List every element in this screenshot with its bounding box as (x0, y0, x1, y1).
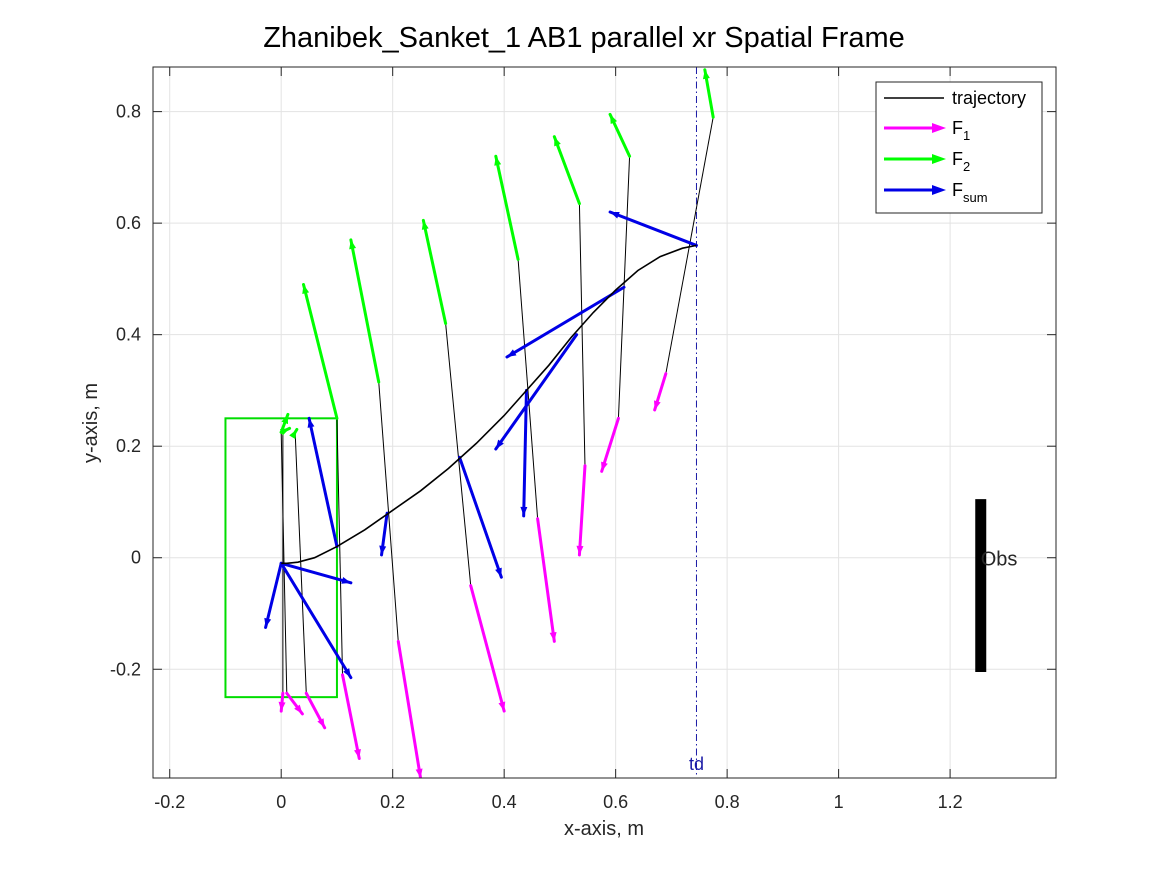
connector-line (445, 323, 472, 586)
x-tick-label: 0.8 (715, 792, 740, 812)
fsum-arrow-head (264, 617, 272, 628)
f1-arrow (577, 464, 587, 557)
y-axis-label: y-axis, m (80, 383, 102, 463)
fsum-arrow-head (341, 577, 351, 584)
y-tick-label: 0.6 (116, 213, 141, 233)
f2-arrow (552, 135, 581, 206)
x-tick-label: 1 (834, 792, 844, 812)
legend-label-subscript: 2 (963, 159, 970, 174)
legend-label: F2 (952, 149, 970, 174)
legend-label: F1 (952, 118, 970, 143)
connector-line (665, 117, 714, 374)
f2-arrow (302, 282, 339, 420)
x-tick-label: 0.4 (492, 792, 517, 812)
legend-swatch-arrowhead (932, 185, 946, 195)
fsum-arrow (494, 333, 579, 451)
y-tick-label: 0 (131, 548, 141, 568)
legend-label-main: F (952, 180, 963, 200)
connector-line (378, 382, 399, 642)
f1-arrow-head (415, 768, 423, 778)
f2-arrow-head (289, 429, 297, 439)
fsum-arrow (307, 416, 339, 549)
legend-label: trajectory (952, 88, 1026, 108)
f2-arrow-head (421, 220, 429, 230)
connector-line (578, 203, 586, 466)
f2-arrow-head (302, 284, 310, 295)
f2-arrow-head (494, 156, 502, 166)
fsum-arrow-head (520, 506, 528, 516)
f1-arrow (341, 673, 361, 760)
f1-arrow-head (278, 701, 286, 712)
fsum-arrow-head (495, 439, 504, 449)
f1-arrow (536, 517, 556, 643)
td-label: td (689, 754, 704, 774)
fsum-arrow-head (343, 668, 351, 678)
fsum-arrow (264, 561, 283, 629)
f2-arrow-head (554, 136, 561, 147)
y-tick-label: 0.8 (116, 102, 141, 122)
fsum-arrow (522, 388, 528, 518)
f2-arrow (421, 218, 448, 326)
trajectory-line (281, 244, 697, 565)
x-axis-label: x-axis, m (564, 818, 644, 840)
x-tick-label: 0.2 (380, 792, 405, 812)
legend-swatch-arrowhead (932, 154, 946, 164)
f1-arrow-head (653, 400, 661, 410)
f1-arrow-head (576, 545, 584, 555)
f2-arrow-head (349, 239, 357, 250)
f2-arrow-head (610, 114, 618, 125)
fsum-arrow (505, 285, 626, 359)
axes-box (152, 66, 1057, 779)
y-tick-label: -0.2 (110, 659, 141, 679)
chart-title: Zhanibek_Sanket_1 AB1 parallel xr Spatia… (263, 22, 905, 54)
fsum-arrow (608, 210, 698, 247)
legend-label: Fsum (952, 180, 988, 205)
legend-label-main: trajectory (952, 88, 1026, 108)
legend-label-main: F (952, 118, 963, 138)
fsum-arrow-head (379, 545, 387, 555)
fsum-arrow-head (307, 418, 315, 428)
connector-line (336, 418, 344, 675)
f1-arrow-head (498, 701, 506, 712)
f1-arrow-head (294, 704, 303, 714)
legend-label-subscript: sum (963, 190, 988, 205)
f1-arrow (600, 416, 620, 473)
f1-arrow (396, 639, 423, 778)
legend-label-subscript: 1 (963, 128, 970, 143)
x-tick-label: 1.2 (938, 792, 963, 812)
f1-arrow-head (601, 461, 608, 472)
axis-ticks: -0.2 0 0.2 0.4 0.6 0.8 1 1.2 -0.2 0 0.2 0.4 0.6 0.8 (110, 67, 1056, 812)
connector-line (294, 432, 307, 694)
f1-arrow-head (317, 718, 325, 728)
plot-area: Obs td (224, 67, 1018, 778)
legend-label-main: F (952, 149, 963, 169)
legend-swatch-arrowhead (932, 123, 946, 133)
y-tick-label: 0.2 (116, 436, 141, 456)
y-tick-label: 0.4 (116, 325, 141, 345)
f2-arrow (494, 154, 520, 261)
x-tick-label: 0.6 (603, 792, 628, 812)
obstacle-label: Obs (981, 549, 1018, 571)
x-tick-label: 0 (276, 792, 286, 812)
f2-arrow (349, 238, 381, 384)
fsum-arrow-head (506, 349, 517, 357)
x-tick-label: -0.2 (154, 792, 185, 812)
f1-arrow (469, 584, 506, 713)
fsum-arrow (279, 561, 353, 585)
fsum-arrow-head (495, 567, 502, 578)
f2-arrow-head (702, 69, 710, 80)
fsum-arrow (458, 455, 503, 579)
f1-arrow-head (354, 748, 361, 759)
f1-arrow-head (549, 631, 557, 642)
fsum-arrow (279, 561, 353, 680)
fsum-arrow-head (610, 211, 620, 219)
f2-arrow-head (281, 414, 289, 425)
